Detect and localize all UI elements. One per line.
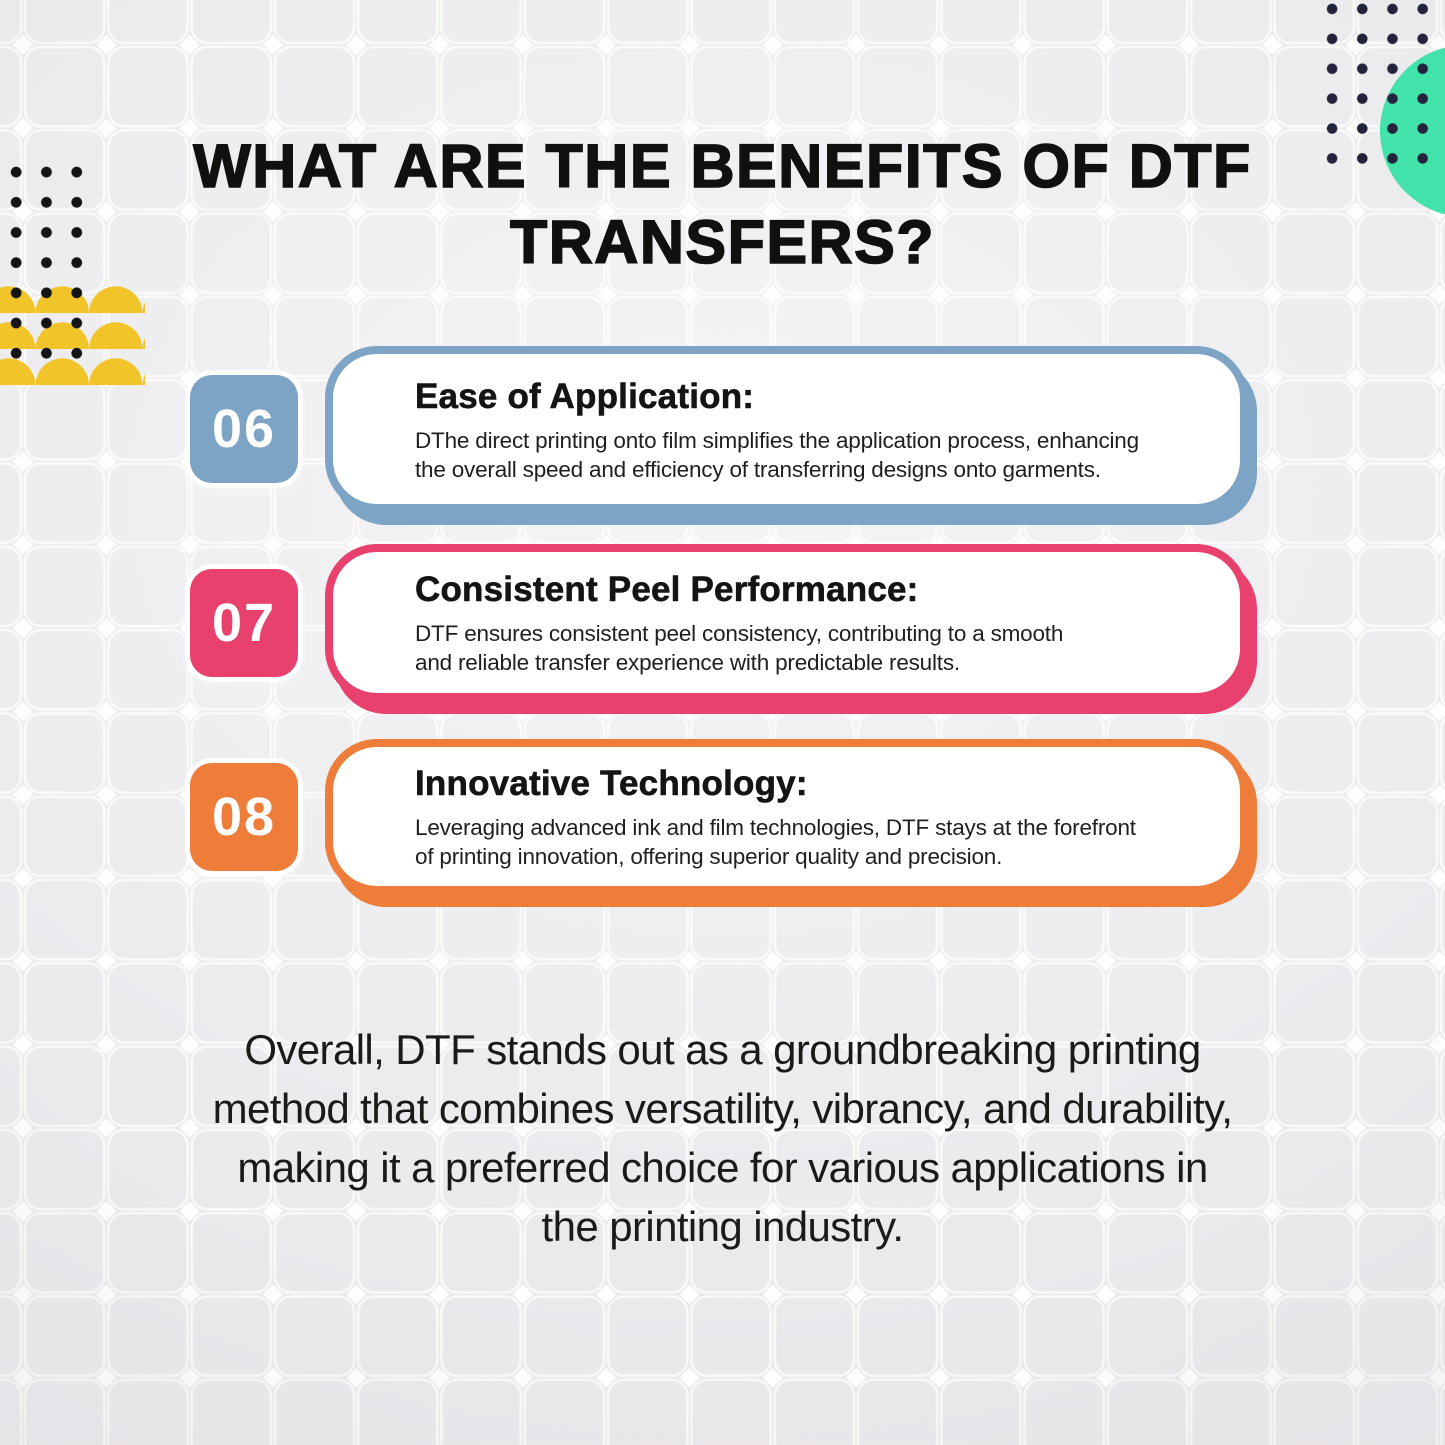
page-title: WHAT ARE THE BENEFITS OF DTF TRANSFERS?	[192, 131, 1252, 277]
benefit-body: DTF ensures consistent peel consistency,…	[415, 621, 1064, 675]
benefit-heading: Ease of Application:	[415, 376, 755, 416]
benefit-number: 07	[211, 592, 277, 653]
benefit-number-badge: 06	[190, 375, 298, 483]
benefit-heading: Innovative Technology:	[415, 764, 808, 804]
benefit-card: Consistent Peel Performance: DTF ensures…	[325, 544, 1248, 701]
benefit-row-08: 08 Innovative Technology: Leveraging adv…	[190, 739, 1248, 894]
benefit-number-badge: 08	[190, 762, 298, 871]
benefit-card: Innovative Technology: Leveraging advanc…	[325, 739, 1248, 894]
benefit-body: Leveraging advanced ink and film technol…	[415, 815, 1136, 869]
closing-paragraph: Overall, DTF stands out as a groundbreak…	[212, 1026, 1233, 1250]
benefit-number: 08	[211, 786, 277, 847]
benefit-body: DThe direct printing onto film simplifie…	[415, 427, 1139, 482]
benefit-heading: Consistent Peel Performance:	[415, 570, 919, 610]
benefit-number-badge: 07	[190, 568, 298, 677]
benefit-card: Ease of Application: DThe direct printin…	[325, 346, 1248, 512]
benefit-row-07: 07 Consistent Peel Performance: DTF ensu…	[190, 544, 1248, 701]
dot-grid-top-right	[1317, 0, 1439, 175]
benefit-row-06: 06 Ease of Application: DThe direct prin…	[190, 346, 1248, 512]
benefit-number: 06	[211, 399, 277, 459]
